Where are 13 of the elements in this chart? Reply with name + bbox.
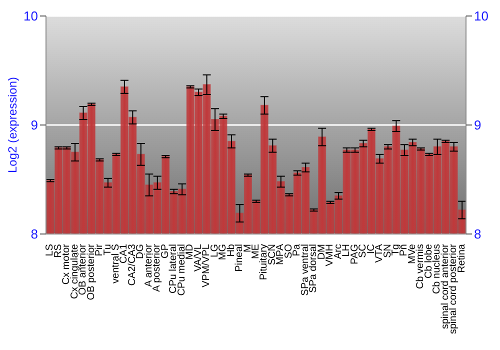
y2-tick-label: 9 bbox=[474, 118, 482, 133]
y-tick-label: 8 bbox=[30, 226, 38, 242]
x-tick-label: ME bbox=[250, 244, 262, 259]
y-tick-label: 9 bbox=[30, 118, 38, 133]
x-tick-label: A posterior bbox=[152, 243, 163, 292]
x-tick-label: RS bbox=[52, 244, 64, 258]
x-tick-label: OB posterior bbox=[86, 243, 97, 300]
y-tick-label: 10 bbox=[24, 8, 38, 24]
x-tick-label: Pituitary bbox=[258, 244, 270, 280]
y2-tick-label: 10 bbox=[474, 8, 488, 24]
x-tick-label: Tg bbox=[390, 244, 402, 256]
y2-tick-label: 8 bbox=[474, 226, 482, 242]
y-axis-title: Log2 (expression) bbox=[5, 76, 20, 174]
